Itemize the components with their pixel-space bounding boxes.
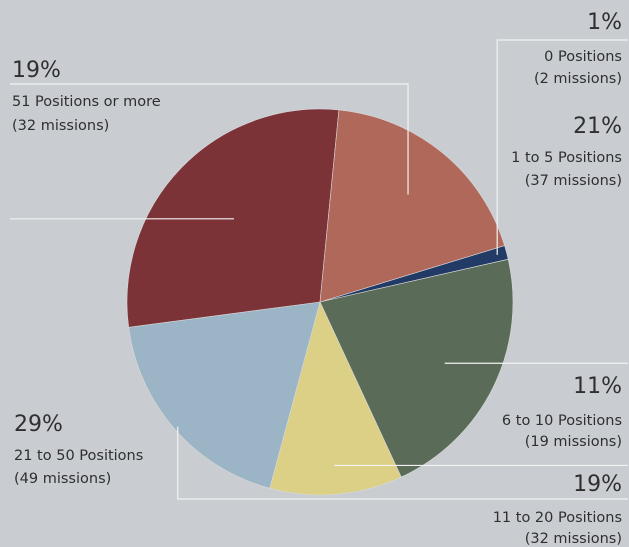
slice-1-missions: (37 missions) (525, 173, 622, 189)
slice-0-percent: 1% (587, 10, 622, 35)
slice-1-percent: 21% (573, 114, 622, 139)
slice-3-category: 11 to 20 Positions (493, 510, 622, 526)
slice-5-missions: (32 missions) (12, 118, 109, 134)
slice-0-category: 0 Positions (544, 49, 622, 65)
pie-slice-1 (319, 258, 514, 478)
leader-line-3 (177, 426, 628, 500)
pie-slices (126, 108, 514, 496)
pie-slice-3 (128, 301, 321, 489)
slice-4-percent: 29% (14, 412, 63, 437)
slice-labels: 1% 0 Positions (2 missions) 21% 1 to 5 P… (12, 10, 622, 547)
slice-2-category: 6 to 10 Positions (502, 413, 622, 429)
slice-3-percent: 19% (573, 472, 622, 497)
leader-line-0 (496, 39, 628, 255)
slice-2-missions: (19 missions) (525, 434, 622, 450)
slice-5-category: 51 Positions or more (12, 94, 161, 110)
slice-5-percent: 19% (12, 58, 61, 83)
leader-lines (10, 39, 628, 500)
slice-1-category: 1 to 5 Positions (511, 150, 622, 166)
pie-slice-2 (269, 301, 402, 496)
leader-line-5 (10, 83, 409, 195)
slice-0-missions: (2 missions) (534, 71, 622, 87)
pie-slice-4 (126, 108, 340, 328)
slice-2-percent: 11% (573, 374, 622, 399)
slice-3-missions: (32 missions) (525, 531, 622, 547)
slice-4-missions: (49 missions) (14, 471, 111, 487)
slice-4-category: 21 to 50 Positions (14, 448, 143, 464)
